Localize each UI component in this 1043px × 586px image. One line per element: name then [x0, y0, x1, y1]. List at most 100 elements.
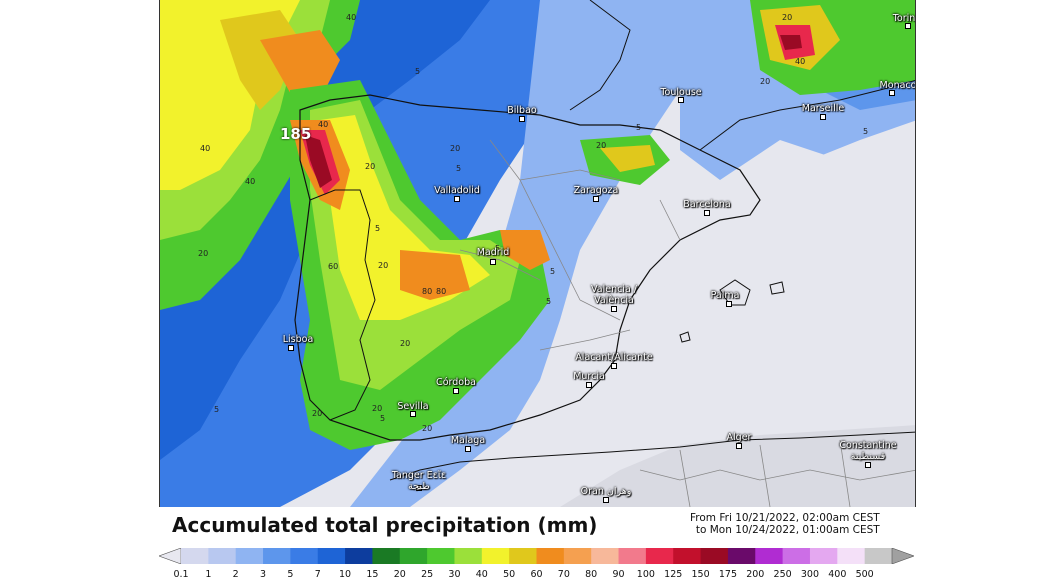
contour-value-label: 5	[456, 164, 462, 173]
contour-value-label: 5	[636, 123, 642, 132]
city-marker-malaga	[465, 446, 471, 452]
city-marker-alacant	[611, 363, 617, 369]
legend-under-arrow	[159, 548, 182, 564]
legend-tick-label: 40	[475, 569, 488, 580]
city-label-zaragoza: Zaragoza	[573, 185, 619, 196]
map-canvas	[160, 0, 915, 507]
legend-tick-label: 300	[800, 569, 820, 580]
legend-color-swatch	[673, 548, 702, 564]
legend-tick-label: 7	[314, 569, 321, 580]
city-label-murcia: Murcia	[573, 371, 605, 382]
period-from: From Fri 10/21/2022, 02:00am CEST	[690, 512, 880, 524]
city-label-torino: Torin	[892, 13, 916, 24]
contour-value-label: 20	[372, 404, 383, 413]
city-marker-cordoba	[453, 388, 459, 394]
city-label-malaga: Malaga	[450, 435, 486, 446]
legend-tick-label: 0.1	[173, 569, 189, 580]
city-label-sevilla: Sevilla	[397, 401, 429, 412]
legend-color-swatch	[290, 548, 319, 564]
legend-color-swatch	[809, 548, 838, 564]
legend-color-swatch	[563, 548, 592, 564]
contour-value-label: 40	[795, 57, 806, 66]
city-marker-valencia	[611, 306, 617, 312]
contour-value-label: 5	[546, 297, 552, 306]
city-label-constantine: Constantine قسنطينة	[839, 440, 897, 462]
legend-color-swatch	[399, 548, 428, 564]
contour-value-label: 5	[495, 244, 501, 253]
legend-color-swatch	[208, 548, 237, 564]
legend-color-swatch	[618, 548, 647, 564]
city-marker-tanger	[416, 485, 422, 491]
legend-color-swatch	[864, 548, 893, 564]
contour-value-label: 20	[365, 162, 376, 171]
contour-value-label: 20	[312, 409, 323, 418]
legend-color-swatch	[454, 548, 483, 564]
contour-value-label: 20	[596, 141, 607, 150]
city-label-tanger: Tanger Εεῖε طنجة	[391, 470, 447, 492]
city-marker-palma	[726, 301, 732, 307]
city-marker-lisboa	[288, 345, 294, 351]
contour-value-label: 20	[782, 13, 793, 22]
legend-color-swatch	[481, 548, 510, 564]
contour-value-label: 40	[318, 120, 329, 129]
city-label-alger: Alger	[726, 432, 752, 443]
city-marker-sevilla	[410, 411, 416, 417]
city-marker-torino	[905, 23, 911, 29]
legend-tick-label: 20	[393, 569, 406, 580]
legend-color-swatch	[782, 548, 811, 564]
legend-color-swatch	[727, 548, 756, 564]
legend-tick-label: 125	[664, 569, 683, 580]
legend-tick-label: 90	[612, 569, 625, 580]
contour-value-label: 40	[200, 144, 211, 153]
city-marker-bilbao	[519, 116, 525, 122]
contour-value-label: 80	[422, 287, 433, 296]
legend-color-swatch	[509, 548, 537, 564]
legend-tick-label: 30	[448, 569, 461, 580]
legend-ticks: 0.1 1 2 3 5 7 10 15 20 25 30 40 50 60 70 80 90 100 125 150 1…	[159, 569, 914, 583]
legend-color-swatch	[700, 548, 729, 564]
city-marker-constantine	[865, 462, 871, 468]
legend-tick-label: 10	[339, 569, 352, 580]
city-label-valladolid: Valladolid	[434, 185, 480, 196]
legend-color-swatch	[181, 548, 209, 564]
legend-tick-label: 400	[828, 569, 847, 580]
max-precip-label: 185	[280, 125, 312, 143]
city-label-marseille: Marseille	[801, 103, 845, 114]
contour-value-label: 20	[450, 144, 461, 153]
city-label-lisboa: Lisboa	[282, 334, 314, 345]
city-label-bilbao: Bilbao	[507, 105, 537, 116]
legend-tick-label: 15	[366, 569, 379, 580]
legend-color-swatch	[372, 548, 401, 564]
contour-value-label: 5	[375, 224, 381, 233]
contour-value-label: 20	[422, 424, 433, 433]
contour-value-label: 20	[400, 339, 411, 348]
contour-value-label: 5	[380, 414, 386, 423]
contour-value-label: 5	[550, 267, 556, 276]
contour-value-label: 60	[328, 262, 339, 271]
legend-tick-label: 25	[421, 569, 434, 580]
city-label-madrid: Madrid	[476, 247, 510, 258]
city-marker-monaco	[889, 90, 895, 96]
legend-tick-label: 100	[636, 569, 655, 580]
legend-tick-label: 1	[205, 569, 212, 580]
city-marker-oran	[603, 497, 609, 503]
legend-color-swatch	[591, 548, 620, 564]
legend-tick-label: 60	[530, 569, 543, 580]
legend-color-swatch	[645, 548, 674, 564]
legend-tick-label: 5	[287, 569, 294, 580]
city-marker-alger	[736, 443, 742, 449]
city-marker-zaragoza	[593, 196, 599, 202]
legend-tick-label: 150	[691, 569, 710, 580]
contour-value-label: 40	[245, 177, 256, 186]
legend-color-swatch	[837, 548, 866, 564]
city-label-toulouse: Toulouse	[660, 87, 702, 98]
legend-tick-label: 500	[855, 569, 874, 580]
legend-tick-label: 80	[585, 569, 598, 580]
city-marker-valladolid	[454, 196, 460, 202]
city-marker-toulouse	[678, 97, 684, 103]
map-title: Accumulated total precipitation (mm)	[172, 513, 598, 537]
legend-tick-label: 2	[232, 569, 239, 580]
city-label-alacant: Alacant/Alicante	[575, 352, 653, 363]
contour-value-label: 40	[346, 13, 357, 22]
legend-color-swatch	[263, 548, 291, 564]
